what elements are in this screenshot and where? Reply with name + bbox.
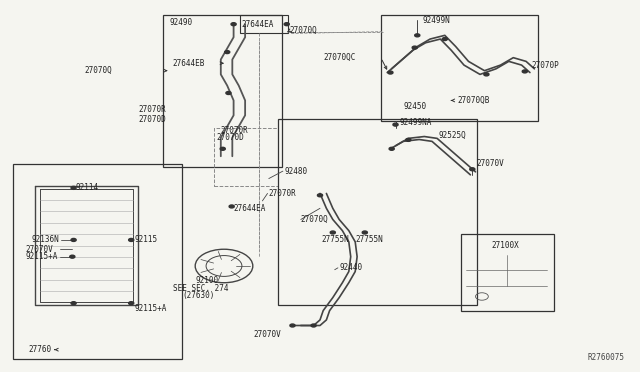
- Text: 27070D: 27070D: [139, 115, 166, 124]
- Text: (27630): (27630): [182, 291, 215, 300]
- Bar: [278, 119, 477, 305]
- Circle shape: [231, 23, 236, 26]
- Text: SEE SEC. 274: SEE SEC. 274: [173, 284, 228, 293]
- Text: 27755N: 27755N: [322, 235, 349, 244]
- Circle shape: [129, 302, 134, 305]
- Text: 92114: 92114: [76, 183, 99, 192]
- Circle shape: [225, 51, 230, 54]
- Text: 92100: 92100: [195, 276, 218, 285]
- Text: 92450: 92450: [403, 102, 426, 110]
- Circle shape: [220, 147, 225, 150]
- Text: 92115+A: 92115+A: [134, 304, 167, 313]
- Circle shape: [470, 168, 475, 171]
- Circle shape: [388, 71, 393, 74]
- Circle shape: [522, 70, 527, 73]
- Circle shape: [71, 302, 76, 305]
- Text: 92480: 92480: [285, 167, 308, 176]
- Bar: [461, 234, 554, 311]
- Circle shape: [412, 46, 417, 49]
- Text: 92115: 92115: [134, 235, 157, 244]
- Text: 92499NA: 92499NA: [400, 118, 433, 127]
- Bar: [381, 15, 538, 121]
- Text: 92115+A: 92115+A: [26, 252, 58, 261]
- Text: 27070P: 27070P: [531, 61, 559, 70]
- Circle shape: [415, 34, 420, 37]
- Circle shape: [393, 123, 398, 126]
- Text: 27070R: 27070R: [221, 126, 248, 135]
- Circle shape: [311, 324, 316, 327]
- Text: 92136N: 92136N: [32, 235, 60, 244]
- Circle shape: [71, 186, 76, 189]
- Circle shape: [442, 38, 447, 41]
- Bar: [163, 15, 282, 167]
- Text: 27100X: 27100X: [492, 241, 520, 250]
- Text: 92499N: 92499N: [422, 16, 450, 25]
- Text: 27070Q: 27070Q: [301, 215, 328, 224]
- Text: 27070Q: 27070Q: [290, 26, 317, 35]
- Text: 27070V: 27070V: [477, 159, 504, 168]
- Text: 27070V: 27070V: [254, 330, 282, 339]
- Text: 27070R: 27070R: [269, 189, 296, 198]
- Text: 27070QB: 27070QB: [458, 96, 490, 105]
- Circle shape: [284, 23, 289, 26]
- Circle shape: [484, 73, 489, 76]
- Circle shape: [70, 255, 75, 258]
- Circle shape: [71, 238, 76, 241]
- Bar: [240, 15, 288, 33]
- Text: 27644EB: 27644EB: [173, 59, 205, 68]
- Circle shape: [290, 324, 295, 327]
- Circle shape: [389, 147, 394, 150]
- Text: 27070D: 27070D: [216, 133, 244, 142]
- Text: 27070V: 27070V: [26, 245, 53, 254]
- Circle shape: [229, 205, 234, 208]
- Text: 92525Q: 92525Q: [438, 131, 466, 140]
- Text: 27070QC: 27070QC: [323, 53, 356, 62]
- Text: 27070Q: 27070Q: [84, 66, 112, 75]
- Text: 27760: 27760: [29, 345, 52, 354]
- Circle shape: [317, 194, 323, 197]
- Bar: [214, 128, 278, 186]
- Circle shape: [406, 138, 411, 141]
- Circle shape: [129, 238, 134, 241]
- Text: 27070R: 27070R: [139, 105, 166, 114]
- Text: 92490: 92490: [170, 18, 193, 27]
- Text: 27644EA: 27644EA: [234, 204, 266, 213]
- Circle shape: [226, 92, 231, 94]
- Circle shape: [330, 231, 335, 234]
- Bar: [13, 164, 182, 359]
- Text: 27755N: 27755N: [355, 235, 383, 244]
- Circle shape: [362, 231, 367, 234]
- Text: 27644EA: 27644EA: [242, 20, 275, 29]
- Text: R2760075: R2760075: [587, 353, 624, 362]
- Text: 92440: 92440: [339, 263, 362, 272]
